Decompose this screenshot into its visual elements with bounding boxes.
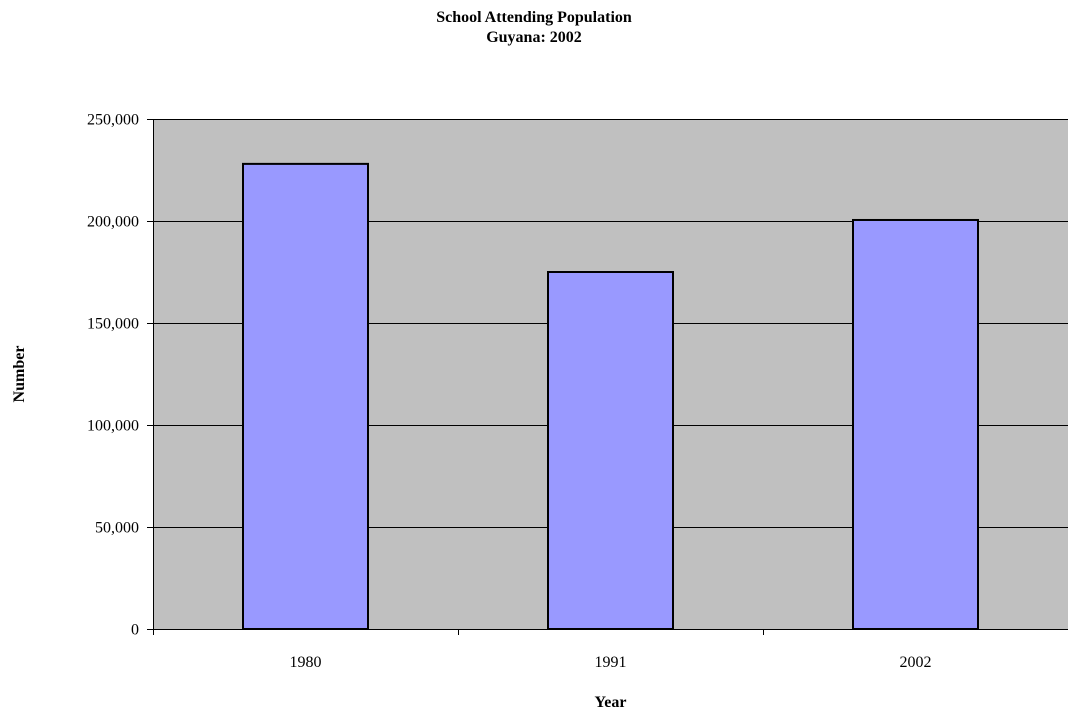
y-tick-label: 100,000 xyxy=(87,418,139,435)
x-axis-title: Year xyxy=(595,694,627,707)
y-tick-label: 0 xyxy=(131,622,139,639)
y-axis-title: Number xyxy=(11,346,28,403)
y-axis-ticks: 0 50,000 100,000 150,000 200,000 250,000 xyxy=(87,112,153,639)
y-tick-label: 250,000 xyxy=(87,112,139,129)
x-tick-label: 1980 xyxy=(290,654,322,671)
bars xyxy=(242,162,979,630)
x-tick-label: 1991 xyxy=(595,654,627,671)
y-tick-label: 150,000 xyxy=(87,316,139,333)
y-tick-label: 50,000 xyxy=(95,520,139,537)
bar-1980 xyxy=(242,162,369,630)
y-tick-label: 200,000 xyxy=(87,214,139,231)
chart-title: School Attending Population xyxy=(436,9,632,26)
bar-2002 xyxy=(852,218,979,630)
bar-1991 xyxy=(547,271,674,630)
axes xyxy=(153,119,1068,630)
x-tick-label: 2002 xyxy=(900,654,932,671)
chart-subtitle: Guyana: 2002 xyxy=(486,29,582,46)
x-axis-ticks: 1980 1991 2002 xyxy=(153,629,932,671)
